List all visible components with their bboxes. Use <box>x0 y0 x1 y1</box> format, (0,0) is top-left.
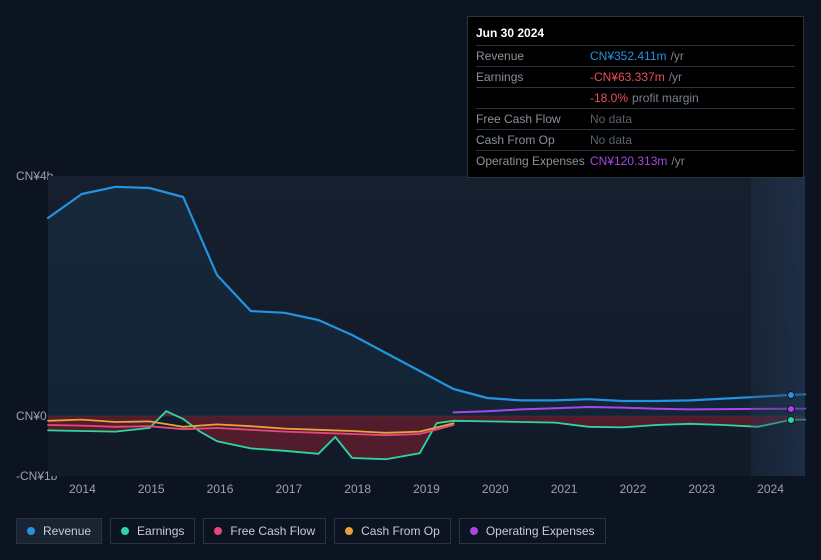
tooltip-row-value: -18.0% <box>590 91 628 105</box>
tooltip-row-label: Free Cash Flow <box>476 112 590 126</box>
tooltip-row-suffix: /yr <box>671 49 684 63</box>
tooltip-row: Operating ExpensesCN¥120.313m/yr <box>476 150 795 171</box>
legend-item-free-cash-flow[interactable]: Free Cash Flow <box>203 518 326 544</box>
tooltip-row-value-wrap: -CN¥63.337m/yr <box>590 70 682 84</box>
tooltip-row-label: Cash From Op <box>476 133 590 147</box>
legend-dot-icon <box>27 527 35 535</box>
tooltip-row-value-wrap: CN¥352.411m/yr <box>590 49 684 63</box>
tooltip-row-suffix: /yr <box>671 154 684 168</box>
tooltip-row-value: CN¥120.313m <box>590 154 667 168</box>
chart-tooltip: Jun 30 2024 RevenueCN¥352.411m/yrEarning… <box>467 16 804 178</box>
series-marker-dot <box>787 416 795 424</box>
tooltip-row-value-wrap: -18.0% profit margin <box>590 91 699 105</box>
x-axis-label: 2022 <box>599 482 668 498</box>
tooltip-date: Jun 30 2024 <box>476 23 795 45</box>
legend-dot-icon <box>470 527 478 535</box>
x-axis-label: 2014 <box>48 482 117 498</box>
tooltip-row: -18.0% profit margin <box>476 87 795 108</box>
series-marker-dot <box>787 405 795 413</box>
tooltip-row-label: Operating Expenses <box>476 154 590 168</box>
legend-item-cash-from-op[interactable]: Cash From Op <box>334 518 451 544</box>
tooltip-row: RevenueCN¥352.411m/yr <box>476 45 795 66</box>
tooltip-row-value-wrap: No data <box>590 133 632 147</box>
x-axis-label: 2018 <box>323 482 392 498</box>
legend-dot-icon <box>345 527 353 535</box>
tooltip-row-label: Revenue <box>476 49 590 63</box>
chart-svg <box>48 176 805 476</box>
legend-item-revenue[interactable]: Revenue <box>16 518 102 544</box>
tooltip-row-value: -CN¥63.337m <box>590 70 665 84</box>
tooltip-row-label <box>476 91 590 105</box>
legend-item-label: Revenue <box>43 524 91 538</box>
legend-dot-icon <box>121 527 129 535</box>
tooltip-row-suffix: /yr <box>669 70 682 84</box>
tooltip-row-value-wrap: CN¥120.313m/yr <box>590 154 685 168</box>
x-axis-label: 2024 <box>736 482 805 498</box>
legend-item-label: Operating Expenses <box>486 524 595 538</box>
financial-chart[interactable]: CN¥4bCN¥0-CN¥1b 201420152016201720182019… <box>16 156 805 498</box>
tooltip-row-value: No data <box>590 133 632 147</box>
x-axis-label: 2021 <box>530 482 599 498</box>
x-axis-label: 2019 <box>392 482 461 498</box>
tooltip-row-suffix: profit margin <box>632 91 699 105</box>
tooltip-row: Cash From OpNo data <box>476 129 795 150</box>
x-axis: 2014201520162017201820192020202120222023… <box>48 482 805 498</box>
tooltip-row: Free Cash FlowNo data <box>476 108 795 129</box>
tooltip-row: Earnings-CN¥63.337m/yr <box>476 66 795 87</box>
legend-item-label: Earnings <box>137 524 184 538</box>
tooltip-rows: RevenueCN¥352.411m/yrEarnings-CN¥63.337m… <box>476 45 795 171</box>
x-axis-label: 2023 <box>667 482 736 498</box>
tooltip-row-value: No data <box>590 112 632 126</box>
legend-item-operating-expenses[interactable]: Operating Expenses <box>459 518 606 544</box>
x-axis-label: 2015 <box>117 482 186 498</box>
legend-item-earnings[interactable]: Earnings <box>110 518 195 544</box>
tooltip-row-value-wrap: No data <box>590 112 632 126</box>
x-axis-label: 2016 <box>186 482 255 498</box>
chart-legend: Revenue Earnings Free Cash Flow Cash From O… <box>16 518 606 544</box>
tooltip-row-label: Earnings <box>476 70 590 84</box>
x-axis-label: 2017 <box>254 482 323 498</box>
legend-item-label: Free Cash Flow <box>230 524 315 538</box>
y-axis-label: CN¥0 <box>16 409 47 423</box>
tooltip-row-value: CN¥352.411m <box>590 49 667 63</box>
legend-dot-icon <box>214 527 222 535</box>
legend-item-label: Cash From Op <box>361 524 440 538</box>
series-marker-dot <box>787 391 795 399</box>
chart-plot-area[interactable] <box>48 176 805 476</box>
x-axis-label: 2020 <box>461 482 530 498</box>
